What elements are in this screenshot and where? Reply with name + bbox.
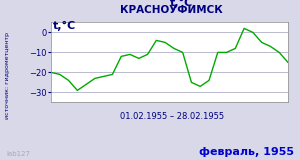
Text: источник: гидрометцентр: источник: гидрометцентр: [4, 32, 10, 119]
Text: февраль, 1955: февраль, 1955: [199, 147, 294, 157]
Text: КРАСНОУФИМСК: КРАСНОУФИМСК: [120, 5, 222, 15]
Text: 01.02.1955 – 28.02.1955: 01.02.1955 – 28.02.1955: [120, 112, 225, 121]
Text: t,°C: t,°C: [52, 21, 76, 31]
Text: t,°C: t,°C: [169, 0, 193, 8]
Text: lab127: lab127: [6, 151, 30, 157]
